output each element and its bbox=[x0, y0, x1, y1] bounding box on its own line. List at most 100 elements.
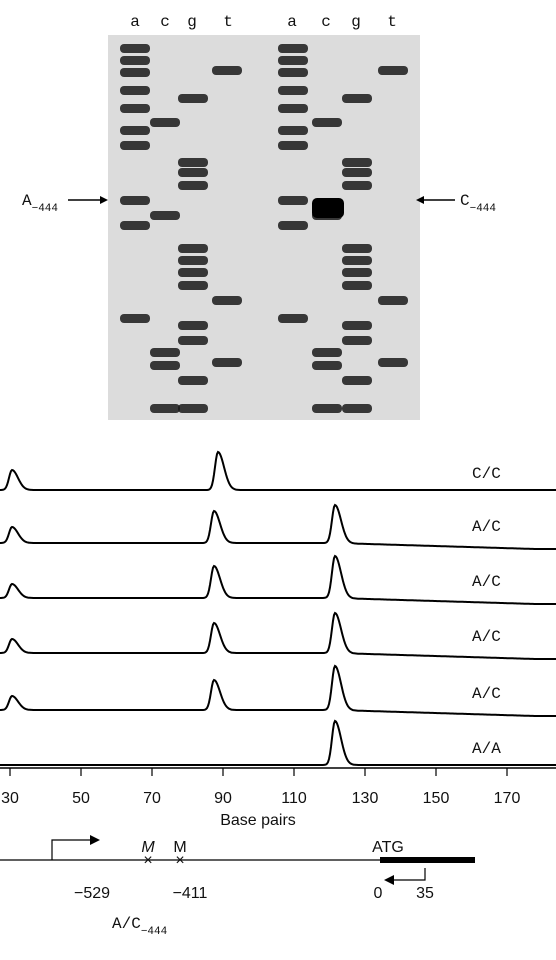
gel-band bbox=[312, 118, 342, 127]
gel-band bbox=[278, 44, 308, 53]
gel-band bbox=[278, 141, 308, 150]
gel-band bbox=[342, 376, 372, 385]
gel-band bbox=[150, 211, 180, 220]
gel-band bbox=[120, 44, 150, 53]
gel-band bbox=[378, 296, 408, 305]
left-marker: A−444 bbox=[22, 192, 58, 215]
gel-band bbox=[278, 104, 308, 113]
lane-label: g bbox=[187, 13, 197, 31]
gel-band bbox=[212, 296, 242, 305]
lane-label: a bbox=[287, 13, 297, 31]
x-tick-label: 70 bbox=[143, 790, 161, 807]
gel-band bbox=[342, 256, 372, 265]
genotype-label: A/A bbox=[472, 740, 501, 758]
m-italic: M bbox=[141, 839, 155, 856]
lane-label: t bbox=[223, 13, 233, 31]
gel-band bbox=[178, 321, 208, 330]
tss-arrow bbox=[51, 839, 90, 860]
right-marker: C−444 bbox=[460, 192, 496, 215]
trace bbox=[0, 554, 556, 605]
gel-band bbox=[120, 56, 150, 65]
gel-band bbox=[342, 168, 372, 177]
lane-label: g bbox=[351, 13, 361, 31]
x-tick-label: 130 bbox=[352, 790, 379, 807]
x-tick-label: 150 bbox=[423, 790, 450, 807]
gel-band bbox=[278, 196, 308, 205]
arrowhead bbox=[384, 875, 394, 885]
snp-label: A/C−444 bbox=[112, 915, 168, 938]
trace bbox=[0, 611, 556, 660]
arrowhead bbox=[416, 196, 424, 204]
gel-band bbox=[178, 94, 208, 103]
genotype-label: A/C bbox=[472, 573, 501, 591]
gel-band bbox=[178, 376, 208, 385]
lane-label: a bbox=[130, 13, 140, 31]
gel-band bbox=[178, 256, 208, 265]
gel-band bbox=[342, 281, 372, 290]
pos: −529 bbox=[74, 885, 110, 902]
genotype-label: A/C bbox=[472, 685, 501, 703]
coding-region bbox=[380, 857, 475, 863]
gel-band bbox=[120, 126, 150, 135]
gel-band bbox=[120, 86, 150, 95]
arrowhead bbox=[90, 835, 100, 845]
gel-band bbox=[178, 268, 208, 277]
gel-band bbox=[312, 404, 342, 413]
x-tick-label: 90 bbox=[214, 790, 232, 807]
gel-band bbox=[150, 118, 180, 127]
gel-band bbox=[278, 68, 308, 77]
trace bbox=[0, 664, 556, 717]
genotype-label: A/C bbox=[472, 628, 501, 646]
lane-label: c bbox=[321, 13, 331, 31]
gel-band bbox=[178, 168, 208, 177]
primer-arrow bbox=[392, 868, 426, 881]
gel-band bbox=[150, 404, 180, 413]
x-tick-label: 110 bbox=[281, 790, 307, 807]
gel-band bbox=[120, 196, 150, 205]
gel-band bbox=[120, 68, 150, 77]
gel-band bbox=[342, 244, 372, 253]
x-tick-label: 170 bbox=[494, 790, 521, 807]
lane-label: t bbox=[387, 13, 397, 31]
pos: 0 bbox=[374, 885, 383, 902]
trace bbox=[0, 503, 556, 550]
gel-band bbox=[150, 361, 180, 370]
gel-band bbox=[120, 221, 150, 230]
gel-band bbox=[342, 181, 372, 190]
gel-band bbox=[150, 348, 180, 357]
gel-band bbox=[178, 281, 208, 290]
gel-band bbox=[120, 314, 150, 323]
gel-band bbox=[342, 321, 372, 330]
m-plain: M bbox=[173, 839, 186, 856]
x-tick-label: 50 bbox=[72, 790, 90, 807]
trace bbox=[0, 450, 556, 491]
gel-band bbox=[278, 221, 308, 230]
gel-band bbox=[278, 126, 308, 135]
cross: × bbox=[175, 852, 185, 870]
gel-band bbox=[178, 158, 208, 167]
gel-band bbox=[212, 358, 242, 367]
gel-band bbox=[178, 336, 208, 345]
gel-band bbox=[178, 181, 208, 190]
pos: 35 bbox=[416, 885, 434, 902]
arrowhead bbox=[100, 196, 108, 204]
gel-band bbox=[120, 141, 150, 150]
gel-band bbox=[378, 66, 408, 75]
genotype-label: A/C bbox=[472, 518, 501, 536]
x-title: Base pairs bbox=[220, 812, 296, 829]
gel-band bbox=[312, 198, 344, 218]
cross: × bbox=[143, 852, 153, 870]
gel-band bbox=[178, 404, 208, 413]
gel-band bbox=[342, 158, 372, 167]
gel-band bbox=[212, 66, 242, 75]
gel-band bbox=[378, 358, 408, 367]
x-tick-label: 30 bbox=[1, 790, 19, 807]
gel-band bbox=[278, 56, 308, 65]
gel-band bbox=[312, 361, 342, 370]
gel-band bbox=[278, 314, 308, 323]
atg: ATG bbox=[372, 839, 404, 856]
gel-band bbox=[278, 86, 308, 95]
pos: −411 bbox=[173, 885, 208, 902]
genotype-label: C/C bbox=[472, 465, 501, 483]
